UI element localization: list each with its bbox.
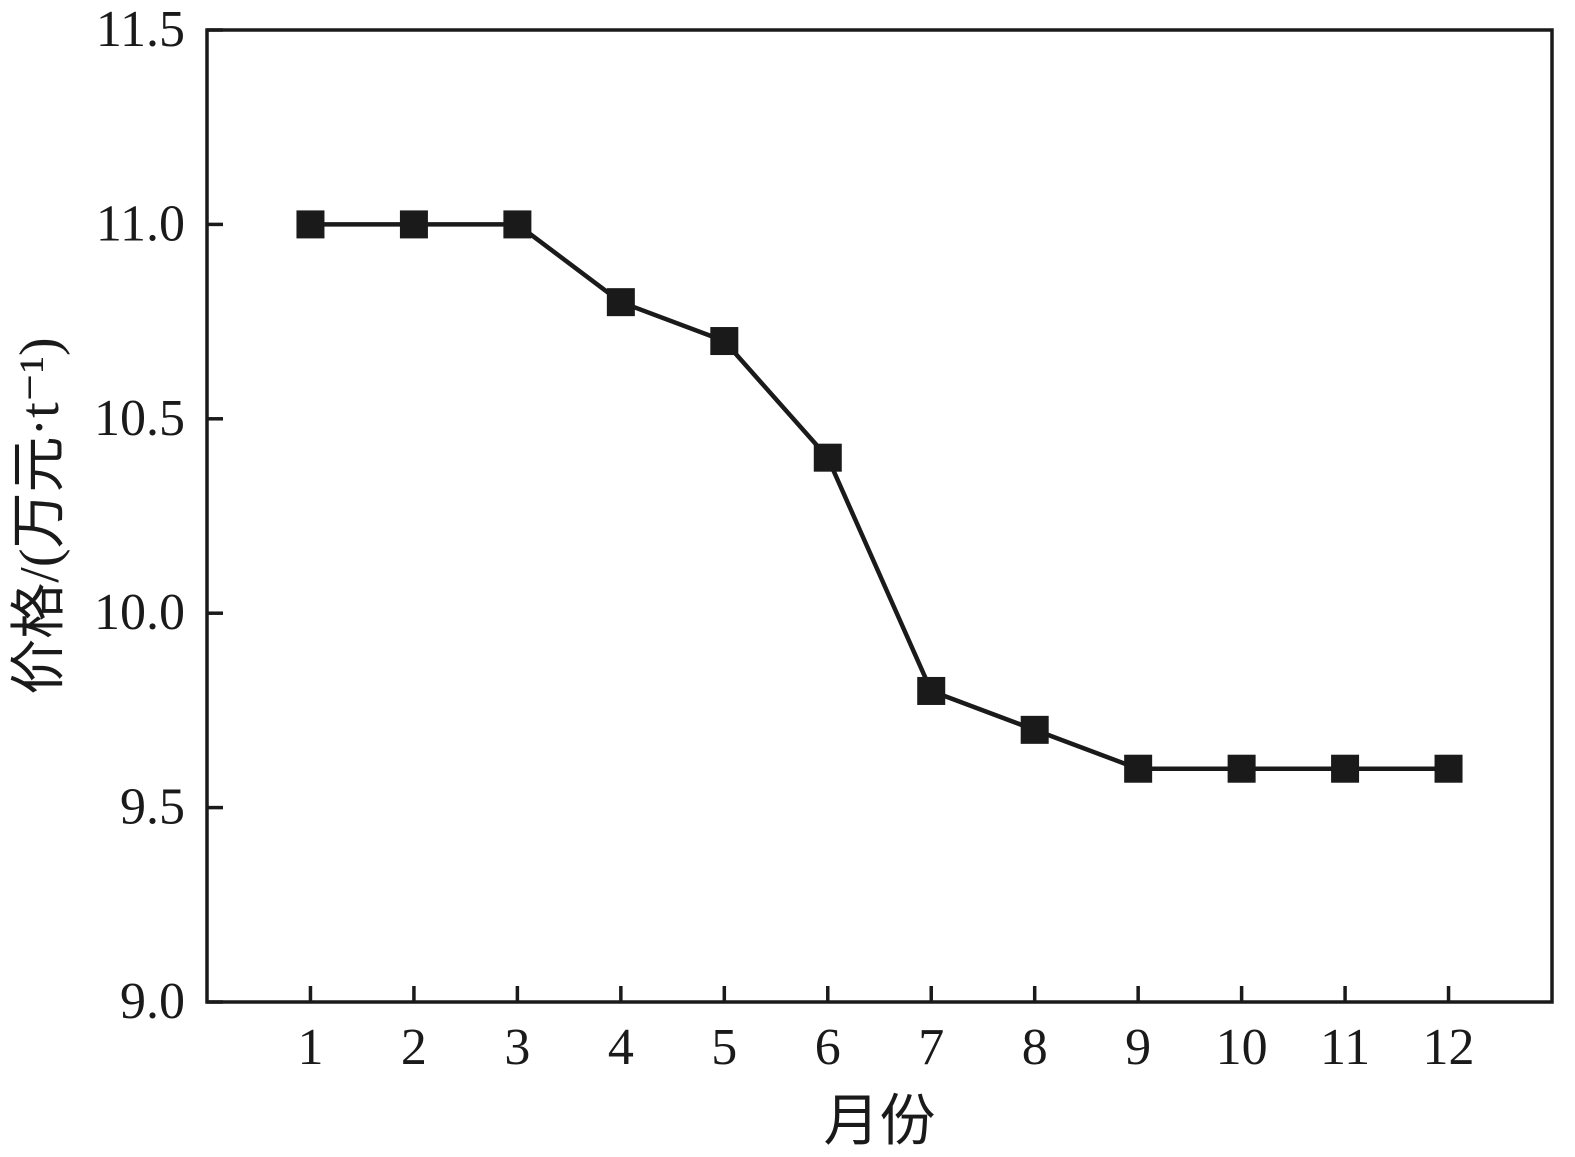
data-point-marker (1227, 754, 1256, 783)
data-point-marker (399, 210, 428, 239)
x-axis-label: 月份 (824, 1091, 936, 1153)
y-axis-label: 价格/(万元·t⁻¹) (9, 337, 71, 694)
x-tick-label: 10 (1216, 1019, 1268, 1076)
x-tick-label: 3 (504, 1019, 530, 1076)
x-tick-label: 7 (918, 1019, 944, 1076)
data-point-marker (1124, 754, 1153, 783)
data-point-marker (917, 676, 946, 705)
y-tick-label: 9.5 (120, 779, 185, 836)
x-tick-label: 5 (711, 1019, 737, 1076)
x-tick-label: 12 (1423, 1019, 1475, 1076)
x-tick-label: 11 (1320, 1019, 1370, 1076)
data-point-marker (710, 327, 739, 356)
data-point-marker (503, 210, 532, 239)
data-point-marker (1434, 754, 1463, 783)
data-point-marker (1020, 715, 1049, 744)
x-tick-label: 8 (1022, 1019, 1048, 1076)
x-tick-label: 2 (401, 1019, 427, 1076)
x-tick-label: 9 (1125, 1019, 1151, 1076)
y-tick-label: 11.5 (96, 1, 185, 58)
data-point-marker (1331, 754, 1360, 783)
y-tick-label: 11.0 (96, 195, 185, 252)
data-point-marker (606, 288, 635, 317)
data-point-marker (296, 210, 325, 239)
y-tick-label: 9.0 (120, 973, 185, 1030)
data-point-marker (813, 443, 842, 472)
x-tick-label: 4 (608, 1019, 634, 1076)
x-tick-label: 6 (815, 1019, 841, 1076)
data-line (308, 222, 1451, 771)
plot-border (205, 28, 1554, 1004)
y-tick-label: 10.0 (94, 584, 185, 641)
y-tick-label: 10.5 (94, 390, 185, 447)
x-tick-label: 1 (297, 1019, 323, 1076)
